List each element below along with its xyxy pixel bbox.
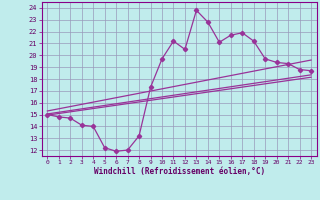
X-axis label: Windchill (Refroidissement éolien,°C): Windchill (Refroidissement éolien,°C) xyxy=(94,167,265,176)
